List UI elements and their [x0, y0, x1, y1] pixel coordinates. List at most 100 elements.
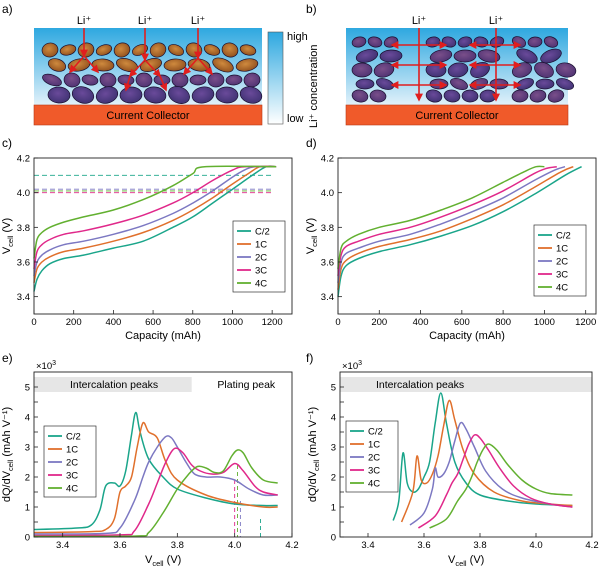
- legend-label: C/2: [66, 432, 81, 443]
- x-tick-label: 4.0: [529, 540, 542, 551]
- y-tick-label: 4: [331, 413, 336, 424]
- x-tick-label: 1200: [575, 317, 596, 328]
- annotation-label: Intercalation peaks: [376, 379, 464, 391]
- x-axis-label: Capacity (mAh): [125, 330, 201, 342]
- particle: [221, 42, 239, 58]
- particle: [95, 86, 119, 104]
- particle: [163, 58, 187, 72]
- current-collector-b: [345, 104, 569, 126]
- ion-arrows-b: [390, 28, 522, 102]
- y-tick-label: 5: [25, 383, 30, 394]
- y-tick-label: 3: [25, 443, 30, 454]
- x-tick-label: 800: [185, 317, 201, 328]
- legend-label: 3C: [368, 466, 380, 477]
- particle: [443, 89, 461, 103]
- y-tick-label: 5: [331, 383, 336, 394]
- annotation-label: Intercalation peaks: [70, 379, 158, 391]
- x-tick-label: 4.2: [285, 540, 298, 551]
- particle: [511, 89, 529, 103]
- axes-frame: [337, 157, 597, 315]
- panel-label-d: d): [306, 136, 317, 150]
- series-line-1c: [337, 165, 574, 290]
- particle: [191, 86, 215, 104]
- particle: [351, 36, 367, 48]
- x-axis-label: Capacity (mAh): [429, 330, 505, 342]
- particle: [239, 86, 263, 104]
- particle: [351, 89, 369, 103]
- particle: [215, 86, 239, 104]
- ion-label-a-3: Li⁺: [191, 15, 206, 27]
- annotation-label: Plating peak: [217, 379, 276, 391]
- legend-label: 1C: [66, 445, 78, 456]
- series-line-c-2: [392, 392, 573, 521]
- particle: [189, 74, 207, 86]
- x-tick-label: 200: [371, 317, 387, 328]
- series-line-c-2: [33, 165, 277, 292]
- y-multiplier-base: ×10: [36, 361, 52, 372]
- particle: [555, 62, 577, 78]
- y-axis-label-sub: cell: [6, 459, 15, 471]
- x-tick-label: 800: [495, 317, 511, 328]
- x-axis-label-sub: cell: [455, 559, 467, 568]
- y-tick-label: 0: [25, 533, 30, 544]
- colorbar-high: high: [287, 31, 308, 43]
- legend-label: C/2: [368, 427, 383, 438]
- y-axis-label: dQ/dVcell (mAh V⁻¹): [307, 407, 321, 502]
- y-tick-label: 1: [331, 503, 336, 514]
- panel-label-f: f): [306, 351, 313, 365]
- particle: [547, 89, 565, 103]
- y-tick-label: 3.4: [17, 292, 30, 303]
- x-axis-label: Vcell (V): [448, 554, 484, 568]
- particle: [41, 42, 59, 58]
- particle: [351, 62, 373, 78]
- x-tick-label: 3.4: [361, 540, 374, 551]
- y-axis-label: Vcell (V): [305, 218, 319, 254]
- legend-label: 2C: [368, 453, 380, 464]
- y-axis-label-sub: cell: [6, 235, 15, 247]
- current-collector-label-a: Current Collector: [106, 110, 189, 122]
- colorbar: [267, 31, 284, 125]
- y-axis-label-unit: (mAh V⁻¹): [307, 407, 319, 460]
- panel-b: b) Li⁺ Li⁺ Current Collector: [306, 2, 577, 126]
- y-tick-label: 2: [331, 473, 336, 484]
- x-tick-label: 1000: [222, 317, 243, 328]
- legend-label: 1C: [368, 440, 380, 451]
- legend-label: 4C: [368, 479, 380, 490]
- particle: [239, 44, 257, 56]
- ion-arrow: [182, 57, 199, 76]
- legend-label: 4C: [255, 279, 267, 290]
- y-axis-label-sub: cell: [310, 235, 319, 247]
- axes-frame: [339, 371, 593, 538]
- series-line-4c: [429, 443, 573, 529]
- x-tick-label: 4.2: [585, 540, 598, 551]
- particle: [447, 62, 469, 78]
- particle: [168, 44, 184, 56]
- x-tick-label: 600: [145, 317, 161, 328]
- y-multiplier-base: ×10: [342, 361, 358, 372]
- particle: [59, 44, 77, 56]
- x-tick-label: 1000: [534, 317, 555, 328]
- y-tick-label: 3.8: [321, 223, 334, 234]
- y-axis-label-main: dQ/dV: [307, 470, 319, 502]
- x-tick-label: 400: [105, 317, 121, 328]
- y-tick-label: 0: [331, 533, 336, 544]
- legend-label: 3C: [556, 270, 568, 281]
- series-line-3c: [337, 165, 557, 277]
- ion-arrows-a: [68, 28, 214, 92]
- panel-a: a) Li⁺ Li⁺ Li⁺ Current Collector high lo…: [2, 2, 320, 128]
- y-axis-label: dQ/dVcell (mAh V⁻¹): [1, 407, 15, 502]
- particle: [534, 61, 554, 79]
- particle: [479, 89, 497, 103]
- particle: [71, 86, 95, 104]
- particles-b: [351, 36, 577, 103]
- legend-label: C/2: [255, 227, 270, 238]
- y-tick-label: 3.6: [17, 258, 30, 269]
- x-tick-label: 3.4: [56, 540, 69, 551]
- legend-label: 4C: [66, 484, 78, 495]
- particle: [540, 48, 562, 64]
- particle: [47, 86, 71, 104]
- particle: [149, 42, 167, 58]
- y-tick-label: 2: [25, 473, 30, 484]
- x-axis-label-main: V: [145, 554, 153, 566]
- particle: [42, 73, 62, 87]
